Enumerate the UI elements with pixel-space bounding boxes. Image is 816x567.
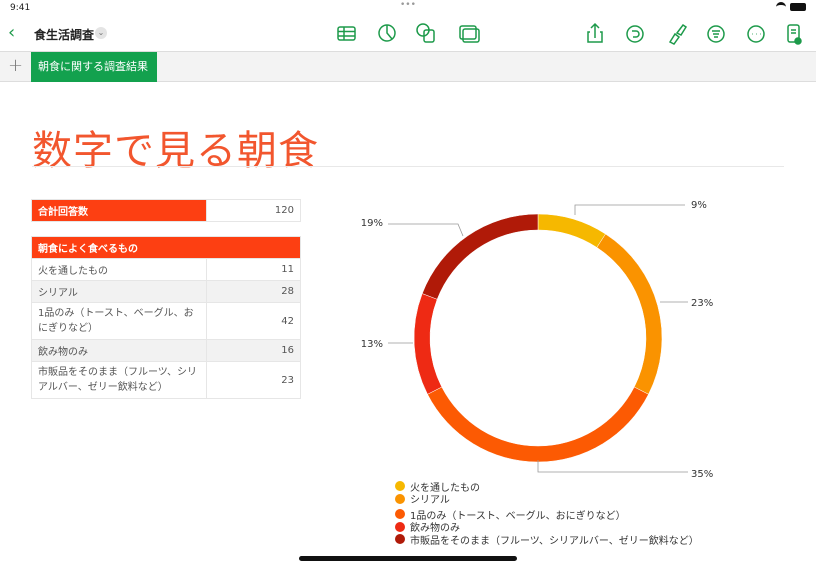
percent-label: 13% xyxy=(361,339,383,350)
chart-legend[interactable]: 火を通したもの シリアル 1品のみ（トースト、ベーグル、おにぎりなど） 飲み物のみ 市販… xyxy=(395,480,699,547)
divider xyxy=(32,166,784,167)
legend-label: 市販品をそのまま（フルーツ、シリアルバー、ゼリー飲料など） xyxy=(410,535,699,547)
donut-slice[interactable] xyxy=(427,386,649,463)
row-value[interactable]: 28 xyxy=(206,280,301,303)
legend-swatch xyxy=(395,481,405,492)
table-icon[interactable] xyxy=(337,26,356,41)
row-value[interactable]: 16 xyxy=(206,339,301,362)
more-icon[interactable] xyxy=(747,25,765,43)
row-label[interactable]: シリアル xyxy=(31,280,207,303)
battery-icon xyxy=(790,3,806,11)
legend-swatch xyxy=(395,509,405,520)
organize-icon[interactable] xyxy=(707,25,725,43)
shape-icon[interactable] xyxy=(416,23,435,43)
legend-label: 1品のみ（トースト、ベーグル、おにぎりなど） xyxy=(410,510,626,522)
row-value[interactable]: 23 xyxy=(206,361,301,399)
donut-slice[interactable] xyxy=(421,213,539,300)
toolbar: ‹ 食生活調査 ⌄ xyxy=(0,14,816,52)
legend-label: 飲み物のみ xyxy=(410,523,460,535)
multitask-dots-icon[interactable]: ••• xyxy=(400,0,416,10)
undo-icon[interactable] xyxy=(626,25,644,43)
donut-slice[interactable] xyxy=(413,293,443,395)
legend-item[interactable]: 市販品をそのまま（フルーツ、シリアルバー、ゼリー飲料など） xyxy=(395,533,699,547)
legend-swatch xyxy=(395,534,405,545)
media-icon[interactable] xyxy=(459,25,480,43)
percent-label: 9% xyxy=(691,200,707,211)
leader-line xyxy=(574,204,685,215)
share-icon[interactable] xyxy=(587,22,603,43)
total-value[interactable]: 120 xyxy=(206,199,301,222)
toolbar-icons xyxy=(337,22,802,45)
total-label[interactable]: 合計回答数 xyxy=(31,199,207,222)
legend-swatch xyxy=(395,493,405,504)
add-sheet-icon[interactable]: + xyxy=(8,55,24,76)
clock: 9:41 xyxy=(10,3,31,13)
leader-line xyxy=(388,223,464,237)
leader-line xyxy=(537,460,688,473)
percent-label: 19% xyxy=(361,218,383,229)
format-brush-icon[interactable] xyxy=(668,23,688,45)
legend-item[interactable]: 飲み物のみ xyxy=(395,521,699,534)
breakfast-table[interactable]: 朝食によく食べるもの 火を通したもの 11 シリアル 28 1品のみ（トースト、ベー… xyxy=(31,236,301,399)
legend-item[interactable]: シリアル xyxy=(395,493,699,506)
legend-item[interactable]: 1品のみ（トースト、ベーグル、おにぎりなど） xyxy=(395,508,699,522)
status-bar: 9:41 ••• xyxy=(0,0,816,14)
chart-icon[interactable] xyxy=(378,24,396,42)
chevron-down-icon[interactable]: ⌄ xyxy=(95,27,107,39)
back-icon[interactable]: ‹ xyxy=(8,22,16,43)
donut-slice[interactable] xyxy=(596,233,663,395)
home-indicator[interactable] xyxy=(299,556,517,561)
total-table[interactable]: 合計回答数 120 xyxy=(31,199,301,222)
percent-label: 35% xyxy=(691,469,713,480)
legend-label: シリアル xyxy=(410,495,450,507)
sheet-tab[interactable]: 朝食に関する調査結果 xyxy=(31,52,157,82)
legend-item[interactable]: 火を通したもの xyxy=(395,480,699,494)
donut-slice[interactable] xyxy=(537,213,606,248)
document-settings-icon[interactable] xyxy=(787,24,802,45)
wifi-icon xyxy=(776,2,786,10)
document-title[interactable]: 食生活調査 xyxy=(34,28,95,42)
percent-label: 23% xyxy=(691,298,713,309)
sheet-tab-bar: + 朝食に関する調査結果 xyxy=(0,51,816,82)
legend-swatch xyxy=(395,521,405,532)
legend-label: 火を通したもの xyxy=(410,482,480,494)
